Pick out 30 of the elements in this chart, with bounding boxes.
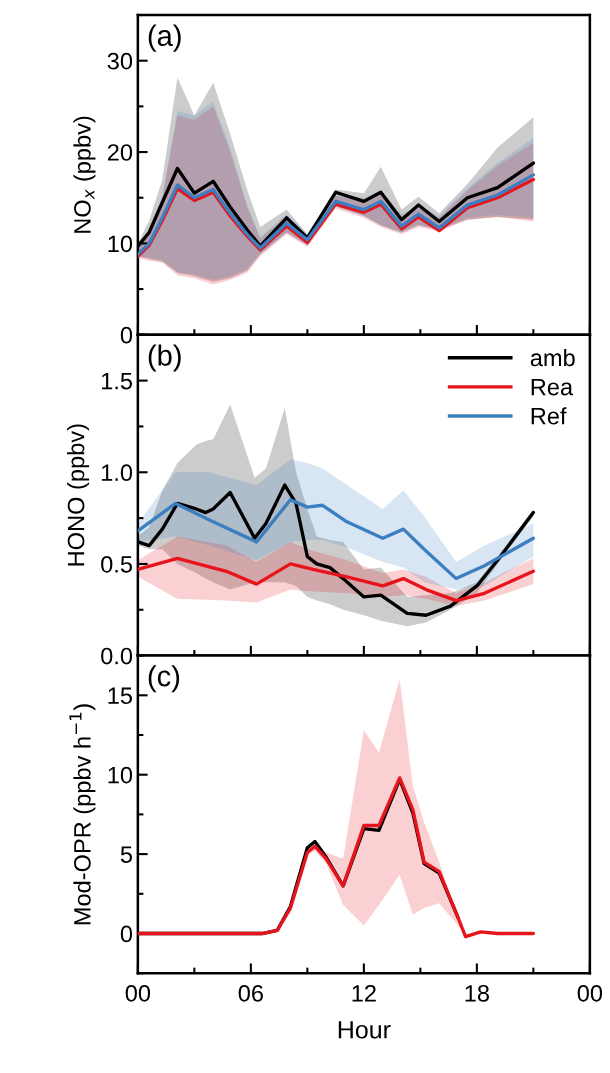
- y-axis-title: HONO (ppbv): [67, 424, 90, 566]
- legend-label: amb: [530, 348, 575, 367]
- annotation: (b): [148, 344, 181, 372]
- annotation: (a): [148, 24, 181, 52]
- y-tick-label: 5: [120, 846, 133, 863]
- x-tick-label: 06: [238, 984, 263, 1002]
- y-tick-label: 15: [108, 687, 133, 705]
- y-tick-label: 1.5: [101, 372, 133, 390]
- y-tick-label: 0.0: [101, 647, 133, 665]
- x-tick-label: 12: [352, 984, 376, 1002]
- y-tick-label: 20: [107, 144, 133, 161]
- y-axis-title: NO$_{x}$ (ppbv): [73, 116, 96, 233]
- y-tick-label: 30: [107, 52, 133, 70]
- y-tick-label: 10: [108, 766, 133, 784]
- legend-label: Ref: [531, 407, 567, 425]
- x-tick-label: 18: [465, 984, 489, 1002]
- y-tick-label: 10: [108, 235, 133, 253]
- y-tick-label: 1.0: [101, 464, 133, 482]
- y-tick-label: 0: [120, 326, 133, 344]
- x-tick-label: 00: [125, 984, 151, 1002]
- legend-label: Rea: [531, 378, 574, 396]
- x-axis-title: Hour: [338, 1021, 391, 1039]
- y-tick-label: 0: [120, 925, 133, 943]
- y-axis-title: Mod-OPR (ppbv h$^{−1}$): [69, 704, 96, 925]
- y-tick-label: 0.5: [101, 556, 133, 573]
- annotation: (c): [148, 665, 180, 693]
- line-series: [137, 498, 536, 581]
- line-series: [137, 776, 536, 939]
- line-series: [137, 556, 536, 603]
- x-tick-label: 00: [577, 984, 603, 1002]
